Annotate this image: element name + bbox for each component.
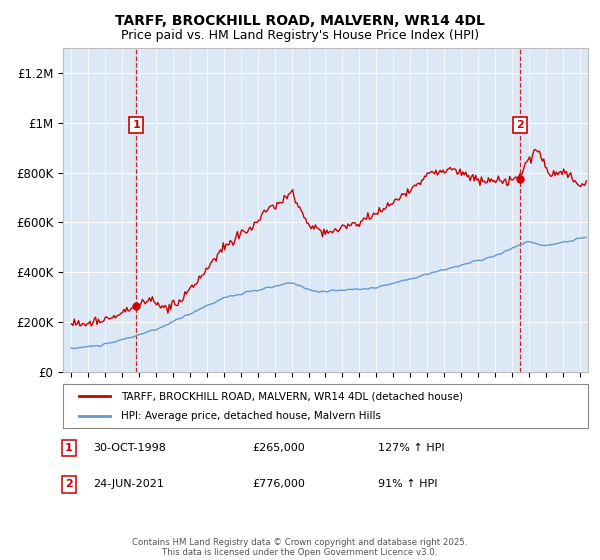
Text: 24-JUN-2021: 24-JUN-2021: [93, 479, 164, 489]
Text: 2: 2: [65, 479, 73, 489]
Text: HPI: Average price, detached house, Malvern Hills: HPI: Average price, detached house, Malv…: [121, 411, 381, 421]
Text: 1: 1: [133, 120, 140, 130]
Text: Price paid vs. HM Land Registry's House Price Index (HPI): Price paid vs. HM Land Registry's House …: [121, 29, 479, 42]
Text: 91% ↑ HPI: 91% ↑ HPI: [378, 479, 437, 489]
Text: £265,000: £265,000: [252, 443, 305, 453]
Text: 2: 2: [516, 120, 524, 130]
Text: 127% ↑ HPI: 127% ↑ HPI: [378, 443, 445, 453]
Text: 30-OCT-1998: 30-OCT-1998: [93, 443, 166, 453]
Text: £776,000: £776,000: [252, 479, 305, 489]
FancyBboxPatch shape: [63, 384, 588, 428]
Text: Contains HM Land Registry data © Crown copyright and database right 2025.
This d: Contains HM Land Registry data © Crown c…: [132, 538, 468, 557]
Text: 1: 1: [65, 443, 73, 453]
Text: TARFF, BROCKHILL ROAD, MALVERN, WR14 4DL: TARFF, BROCKHILL ROAD, MALVERN, WR14 4DL: [115, 14, 485, 28]
Text: TARFF, BROCKHILL ROAD, MALVERN, WR14 4DL (detached house): TARFF, BROCKHILL ROAD, MALVERN, WR14 4DL…: [121, 391, 463, 401]
